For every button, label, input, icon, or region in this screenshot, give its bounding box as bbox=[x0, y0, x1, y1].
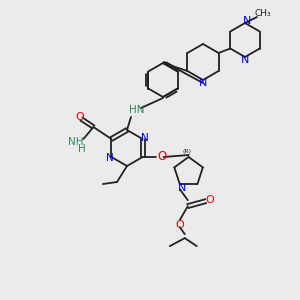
Text: O: O bbox=[206, 195, 214, 205]
Text: O: O bbox=[75, 112, 84, 122]
Text: H: H bbox=[77, 144, 85, 154]
Text: O: O bbox=[157, 149, 166, 163]
Text: HN: HN bbox=[129, 105, 145, 115]
Text: N: N bbox=[141, 133, 148, 143]
Text: N: N bbox=[106, 153, 113, 163]
Text: O: O bbox=[176, 220, 184, 230]
Text: CH₃: CH₃ bbox=[255, 10, 271, 19]
Text: N: N bbox=[241, 55, 249, 65]
Text: N: N bbox=[178, 183, 186, 193]
Text: N: N bbox=[243, 16, 251, 26]
Text: NH: NH bbox=[68, 137, 83, 147]
Text: N: N bbox=[199, 78, 207, 88]
Text: (R): (R) bbox=[182, 148, 191, 154]
